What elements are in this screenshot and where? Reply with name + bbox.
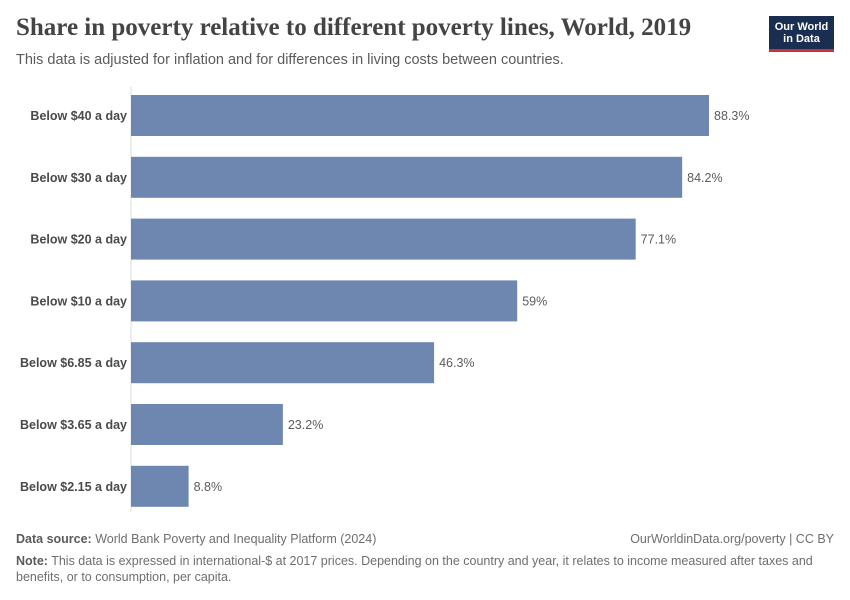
value-label: 59%: [522, 294, 547, 308]
logo-line-1: Our World: [774, 21, 829, 33]
category-label: Below $30 a day: [30, 171, 127, 185]
data-source: Data source: World Bank Poverty and Ineq…: [16, 532, 376, 546]
chart-title: Share in poverty relative to different p…: [16, 14, 692, 41]
value-label: 77.1%: [641, 233, 676, 247]
bar[interactable]: [131, 342, 435, 384]
note-text: This data is expressed in international-…: [16, 554, 813, 584]
value-label: 46.3%: [439, 356, 474, 370]
chart-subtitle: This data is adjusted for inflation and …: [16, 52, 564, 68]
bar[interactable]: [131, 465, 189, 507]
bar-chart: Below $40 a day 88.3% Below $30 a day 84.2%…: [20, 87, 749, 512]
bar[interactable]: [131, 218, 636, 260]
value-label: 8.8%: [194, 480, 223, 494]
category-label: Below $2.15 a day: [20, 480, 127, 494]
category-label: Below $3.65 a day: [20, 418, 127, 432]
category-label: Below $20 a day: [30, 233, 127, 247]
bar[interactable]: [131, 404, 283, 445]
value-label: 88.3%: [714, 109, 749, 123]
footnote: Note: This data is expressed in internat…: [16, 553, 816, 585]
category-label: Below $6.85 a day: [20, 356, 127, 370]
category-label: Below $10 a day: [30, 294, 127, 308]
bar[interactable]: [131, 156, 683, 198]
category-label: Below $40 a day: [30, 109, 127, 123]
owid-logo[interactable]: Our World in Data: [769, 16, 834, 52]
logo-line-2: in Data: [783, 33, 820, 45]
source-label: Data source:: [16, 532, 92, 546]
source-link[interactable]: World Bank Poverty and Inequality Platfo…: [95, 532, 377, 546]
bar[interactable]: [131, 280, 518, 322]
note-label: Note:: [16, 554, 48, 568]
value-label: 84.2%: [687, 171, 722, 185]
credit-link[interactable]: OurWorldinData.org/poverty | CC BY: [630, 532, 834, 546]
bar[interactable]: [131, 95, 709, 136]
value-label: 23.2%: [288, 418, 323, 432]
